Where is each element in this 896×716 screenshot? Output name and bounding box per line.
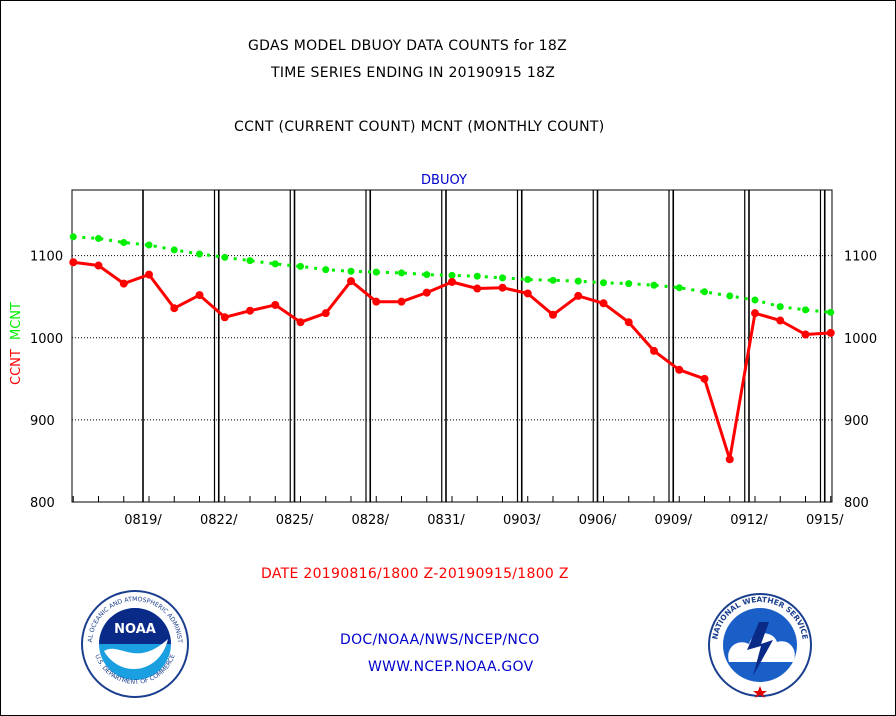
data-point-ccnt <box>69 258 78 267</box>
data-point-mcnt <box>574 277 582 285</box>
y-tick-label-right: 1100 <box>844 250 877 265</box>
org-path: DOC/NOAA/NWS/NCEP/NCO <box>340 632 540 648</box>
data-point-ccnt <box>599 299 608 308</box>
y-axis-label-mcnt: MCNT <box>9 302 24 340</box>
data-point-ccnt <box>574 291 583 300</box>
y-axis-label-ccnt: CCNT <box>9 349 24 385</box>
noaa-logo-text: NOAA <box>114 622 156 637</box>
data-point-mcnt <box>170 246 178 254</box>
data-point-ccnt <box>548 310 557 319</box>
x-tick-label: 0912/ <box>730 513 768 528</box>
x-tick-label: 0915/ <box>806 513 844 528</box>
x-axis-label: DATE 20190816/1800 Z-20190915/1800 Z <box>261 566 569 582</box>
data-point-ccnt <box>725 455 734 464</box>
x-tick-label: 0903/ <box>503 513 541 528</box>
data-point-ccnt <box>498 283 507 292</box>
data-point-ccnt <box>220 313 229 322</box>
series-line-ccnt <box>73 260 831 461</box>
x-tick-label: 0822/ <box>200 513 238 528</box>
data-point-mcnt <box>271 260 279 268</box>
data-point-mcnt <box>827 308 835 316</box>
data-point-ccnt <box>448 277 456 286</box>
data-point-ccnt <box>397 297 406 306</box>
data-point-mcnt <box>473 272 481 280</box>
data-point-mcnt <box>246 257 254 265</box>
data-point-mcnt <box>524 275 532 283</box>
data-point-ccnt <box>624 318 633 327</box>
data-point-mcnt <box>549 276 557 284</box>
data-point-mcnt <box>751 296 759 304</box>
data-point-mcnt <box>650 281 658 289</box>
data-point-ccnt <box>119 279 128 288</box>
chart-subtitle: CCNT (CURRENT COUNT) MCNT (MONTHLY COUNT… <box>234 119 605 135</box>
plot-frame <box>71 189 833 503</box>
noaa-logo: NOAA NATIONAL OCEANIC AND ATMOSPHERIC AD… <box>77 584 190 699</box>
data-point-mcnt <box>801 306 809 314</box>
y-tick-label-left: 1100 <box>30 250 63 265</box>
star-icon <box>753 686 767 698</box>
data-point-mcnt <box>398 269 406 277</box>
data-point-ccnt <box>649 346 658 355</box>
y-tick-label-left: 900 <box>30 414 55 429</box>
data-point-ccnt <box>523 289 532 298</box>
data-point-ccnt <box>321 309 330 318</box>
data-point-mcnt <box>498 274 506 282</box>
chart-title: DBUOY <box>421 173 467 188</box>
data-point-ccnt <box>170 304 179 313</box>
data-point-mcnt <box>372 268 380 276</box>
data-point-ccnt <box>195 291 204 300</box>
y-tick-label-right: 900 <box>844 414 869 429</box>
data-point-mcnt <box>322 266 330 274</box>
data-point-mcnt <box>599 279 607 287</box>
x-tick-label: 0831/ <box>427 513 465 528</box>
data-point-ccnt <box>801 330 810 339</box>
data-point-ccnt <box>347 277 356 286</box>
data-point-mcnt <box>726 292 734 300</box>
nws-logo: NATIONAL WEATHER SERVICE <box>707 592 813 698</box>
data-point-ccnt <box>675 365 684 374</box>
data-point-ccnt <box>372 297 381 306</box>
data-point-ccnt <box>422 288 431 297</box>
data-point-mcnt <box>423 271 431 279</box>
data-point-ccnt <box>826 328 835 337</box>
data-point-mcnt <box>196 250 204 258</box>
x-tick-label: 0909/ <box>655 513 693 528</box>
data-point-mcnt <box>625 280 633 288</box>
y-tick-label-right: 800 <box>844 496 869 511</box>
x-tick-label: 0906/ <box>579 513 617 528</box>
data-point-ccnt <box>145 270 154 279</box>
chart-title-line1: GDAS MODEL DBUOY DATA COUNTS for 18Z <box>248 38 567 54</box>
data-point-mcnt <box>776 303 784 311</box>
x-tick-label: 0819/ <box>124 513 162 528</box>
chart-title-line2: TIME SERIES ENDING IN 20190915 18Z <box>271 65 556 81</box>
data-point-mcnt <box>120 239 128 247</box>
data-point-ccnt <box>700 374 709 383</box>
data-point-mcnt <box>145 241 153 249</box>
data-point-ccnt <box>750 309 759 318</box>
data-point-ccnt <box>94 261 103 270</box>
data-point-ccnt <box>246 306 255 315</box>
data-point-mcnt <box>95 234 103 242</box>
x-tick-label: 0825/ <box>276 513 314 528</box>
y-tick-label-left: 800 <box>30 496 55 511</box>
website-link[interactable]: WWW.NCEP.NOAA.GOV <box>368 659 534 675</box>
data-point-mcnt <box>448 271 456 279</box>
data-point-mcnt <box>675 284 683 292</box>
y-tick-label-left: 1000 <box>30 332 63 347</box>
data-point-ccnt <box>776 316 785 325</box>
data-point-ccnt <box>271 300 280 309</box>
data-point-mcnt <box>69 233 77 241</box>
x-tick-label: 0828/ <box>352 513 390 528</box>
data-point-mcnt <box>297 262 305 270</box>
data-point-mcnt <box>347 267 355 275</box>
data-point-mcnt <box>221 253 229 261</box>
y-tick-label-right: 1000 <box>844 332 877 347</box>
data-point-ccnt <box>296 318 305 327</box>
data-point-mcnt <box>700 288 708 296</box>
data-point-ccnt <box>473 284 482 293</box>
